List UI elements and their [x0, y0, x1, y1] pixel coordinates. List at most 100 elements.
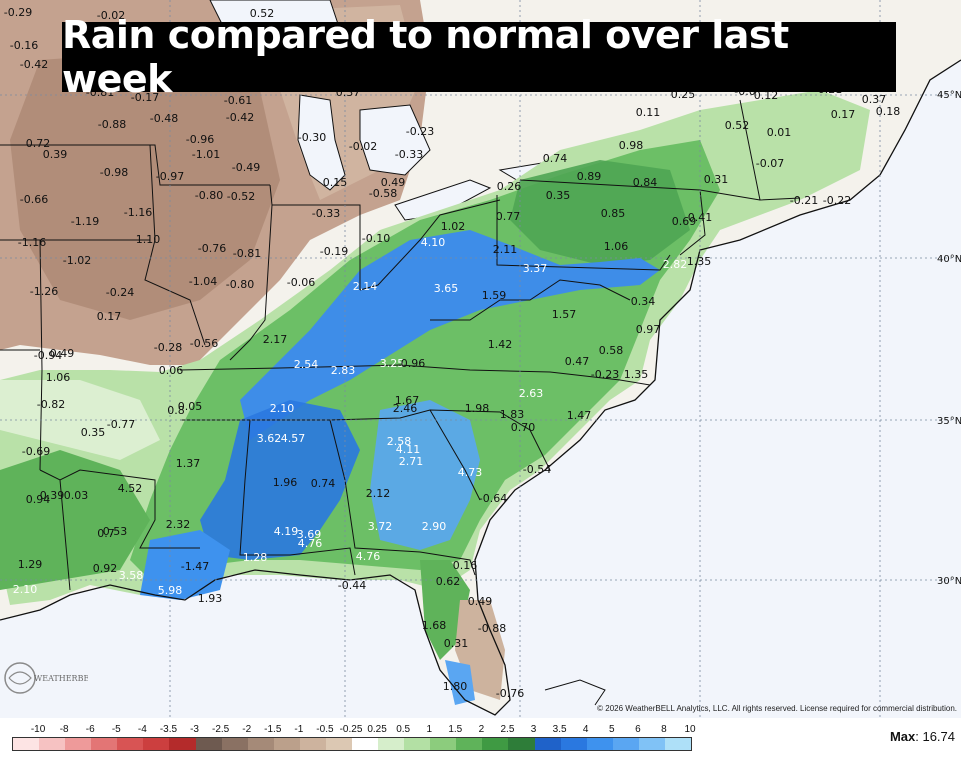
- value-label: 0.31: [444, 637, 469, 650]
- value-label: -0.58: [369, 187, 397, 200]
- legend-swatch: [664, 738, 692, 750]
- legend-tick-label: -10: [30, 724, 46, 735]
- value-label: 1.35: [624, 368, 649, 381]
- legend-swatch: [221, 738, 248, 750]
- value-label: 1.35: [687, 255, 712, 268]
- value-label: 2.83: [331, 364, 356, 377]
- legend-swatch: [508, 738, 535, 750]
- title-banner: Rain compared to normal over last week: [62, 13, 896, 101]
- legend-swatch: [117, 738, 144, 750]
- value-label: 2.10: [270, 402, 295, 415]
- weatherbell-logo-icon: WEATHERBELL: [4, 662, 88, 694]
- value-label: 0.34: [631, 295, 656, 308]
- value-label: -0.30: [298, 131, 326, 144]
- value-label: 1.80: [443, 680, 468, 693]
- legend-swatch: [430, 738, 457, 750]
- value-label: -0.33: [395, 148, 423, 161]
- value-label: 0.98: [619, 139, 644, 152]
- value-label: -1.01: [192, 148, 220, 161]
- value-label: -0.10: [362, 232, 390, 245]
- value-label: 5.98: [158, 584, 183, 597]
- value-label: 1.96: [273, 476, 298, 489]
- legend-tick-label: -6: [85, 724, 95, 735]
- value-label: 3.37: [523, 262, 548, 275]
- legend-swatch: [638, 738, 665, 750]
- legend-tick-label: 6: [635, 724, 641, 735]
- value-label: -0.97: [156, 170, 184, 183]
- value-label: 0.72: [26, 137, 51, 150]
- value-label: 0.85: [601, 207, 626, 220]
- value-label: -1.10: [132, 233, 160, 246]
- value-label: 0.17: [831, 108, 856, 121]
- value-label: 0.41: [688, 211, 713, 224]
- value-label: 0.49: [50, 347, 75, 360]
- value-label: 0.03: [64, 489, 89, 502]
- legend-tick-label: 2: [478, 724, 485, 735]
- value-label: -0.88: [98, 118, 126, 131]
- value-label: -0.33: [312, 207, 340, 220]
- legend-tick-label: 3: [530, 724, 537, 735]
- value-label: -0.52: [227, 190, 255, 203]
- legend-swatch: [39, 738, 66, 750]
- value-label: 2.90: [422, 520, 447, 533]
- value-label: 3.25: [380, 357, 405, 370]
- value-label: 0.17: [97, 310, 122, 323]
- legend-swatch: [247, 738, 274, 750]
- legend-swatch: [91, 738, 118, 750]
- lake-michigan: [297, 94, 346, 191]
- legend-swatch: [325, 738, 353, 750]
- value-label: 0.35: [81, 426, 106, 439]
- legend-swatch: [404, 738, 431, 750]
- value-label: 2.17: [263, 333, 288, 346]
- value-label: 0.69: [672, 215, 697, 228]
- value-label: -1.04: [189, 275, 217, 288]
- value-label: -0.22: [823, 194, 851, 207]
- value-label: 2.63: [519, 387, 544, 400]
- value-label: 0.47: [565, 355, 590, 368]
- legend-tick-label: -3: [190, 724, 199, 735]
- max-value-label: Max: 16.74: [890, 729, 955, 744]
- value-label: 0.89: [577, 170, 602, 183]
- value-label: -1.19: [71, 215, 99, 228]
- value-label: -0.94: [34, 349, 62, 362]
- value-label: -0.96: [186, 133, 214, 146]
- value-label: 1.68: [422, 619, 447, 632]
- value-label: 1.28: [243, 551, 268, 564]
- legend-tick-label: 8: [661, 724, 667, 735]
- legend-tick-label: -1: [294, 724, 304, 735]
- lat-label-45: 45°N: [937, 90, 961, 101]
- value-label: -0.02: [97, 9, 125, 22]
- legend-swatch: [195, 738, 222, 750]
- value-label: 2.11: [493, 243, 518, 256]
- value-label: 0.84: [633, 176, 658, 189]
- value-label: 2.12: [366, 487, 391, 500]
- value-label: -0.76: [198, 242, 226, 255]
- legend-tick-label: -2: [242, 724, 252, 735]
- value-label: 3.62: [257, 432, 282, 445]
- value-label: -0.28: [154, 341, 182, 354]
- value-label: 2.54: [294, 358, 319, 371]
- legend-swatch: [534, 738, 561, 750]
- legend-tick-label: 0.5: [396, 724, 411, 735]
- value-label: -0.16: [10, 39, 38, 52]
- value-label: -0.56: [190, 337, 218, 350]
- legend-tick-label: -2.5: [211, 724, 230, 735]
- value-label: 0.8: [167, 404, 185, 417]
- legend-swatch: [378, 738, 405, 750]
- value-label: -0.81: [233, 247, 261, 260]
- value-label: 3.69: [297, 528, 322, 541]
- value-label: 0.15: [323, 176, 348, 189]
- value-labels: -0.29 -0.02 0.52 -0.16 -0.42 -0.81 -0.17 -0.61 0…: [4, 6, 900, 700]
- value-label: 2.14: [353, 280, 378, 293]
- value-label: -1.02: [63, 254, 91, 267]
- value-label: -0.17: [131, 91, 159, 104]
- value-label: 0.97: [636, 323, 661, 336]
- value-label: 0.92: [93, 562, 118, 575]
- value-label: -0.49: [232, 161, 260, 174]
- legend-tick-label: 3.5: [552, 724, 567, 735]
- legend-swatch: [482, 738, 509, 750]
- max-value: : 16.74: [915, 729, 955, 744]
- legend-tick-label: -0.25: [339, 724, 363, 735]
- value-label: 1.83: [500, 408, 525, 421]
- value-label: 4.52: [118, 482, 143, 495]
